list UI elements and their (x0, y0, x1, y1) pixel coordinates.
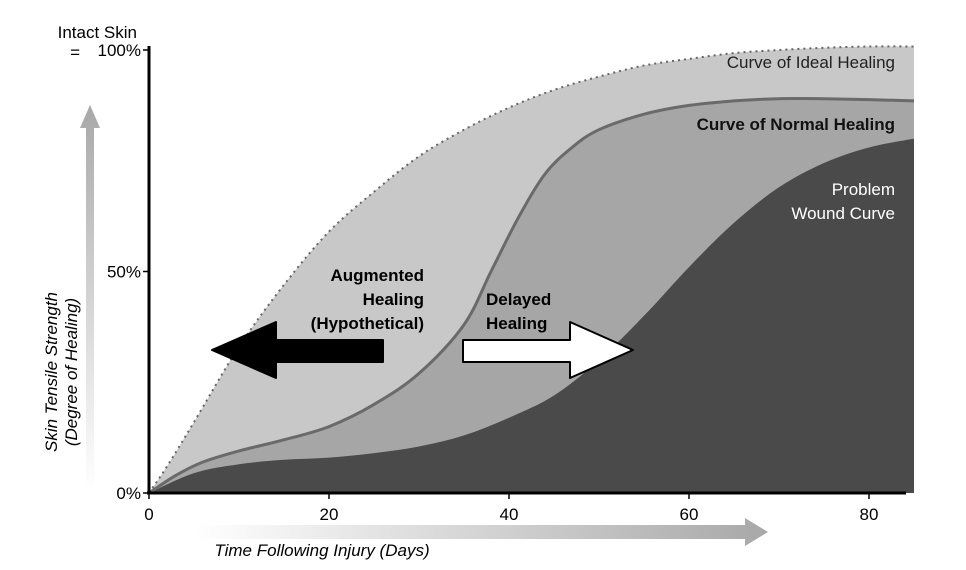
augmented-healing-label-line3: (Hypothetical) (311, 314, 424, 333)
series-label-normal-healing: Curve of Normal Healing (697, 115, 895, 134)
augmented-healing-label-line1: Augmented (331, 266, 425, 285)
series-label-ideal-healing: Curve of Ideal Healing (727, 53, 895, 72)
series-label-problem-wound-line1: Problem (832, 180, 895, 199)
x-tick-label: 20 (320, 505, 339, 524)
delayed-healing-label-line2: Healing (486, 314, 547, 333)
y-axis-title-line1: Skin Tensile Strength (42, 292, 61, 452)
y-axis-title-line2: (Degree of Healing) (62, 298, 81, 446)
augmented-healing-arrow (211, 321, 384, 379)
problem-wound-area (149, 138, 914, 493)
y-tick-label: 100% (98, 41, 141, 60)
x-axis-title: Time Following Injury (Days) (214, 541, 429, 560)
x-tick-label: 40 (500, 505, 519, 524)
delayed-healing-arrow (462, 321, 634, 379)
normal-healing-line (148, 97, 915, 495)
y-top-label-equals: = (70, 43, 80, 62)
y-direction-arrow (80, 105, 100, 490)
y-top-label-line1: Intact Skin (58, 23, 137, 42)
delayed-healing-label-line1: Delayed (486, 290, 551, 309)
x-tick-label: 80 (860, 505, 879, 524)
series-label-problem-wound-line2: Wound Curve (791, 204, 895, 223)
x-tick-label: 60 (680, 505, 699, 524)
x-direction-arrow (195, 518, 768, 546)
augmented-healing-label-line2: Healing (363, 290, 424, 309)
y-tick-label: 50% (107, 263, 141, 282)
y-axis-title: Skin Tensile Strength (Degree of Healing… (42, 292, 81, 452)
x-tick-label: 0 (144, 505, 153, 524)
y-tick-label: 0% (116, 484, 141, 503)
